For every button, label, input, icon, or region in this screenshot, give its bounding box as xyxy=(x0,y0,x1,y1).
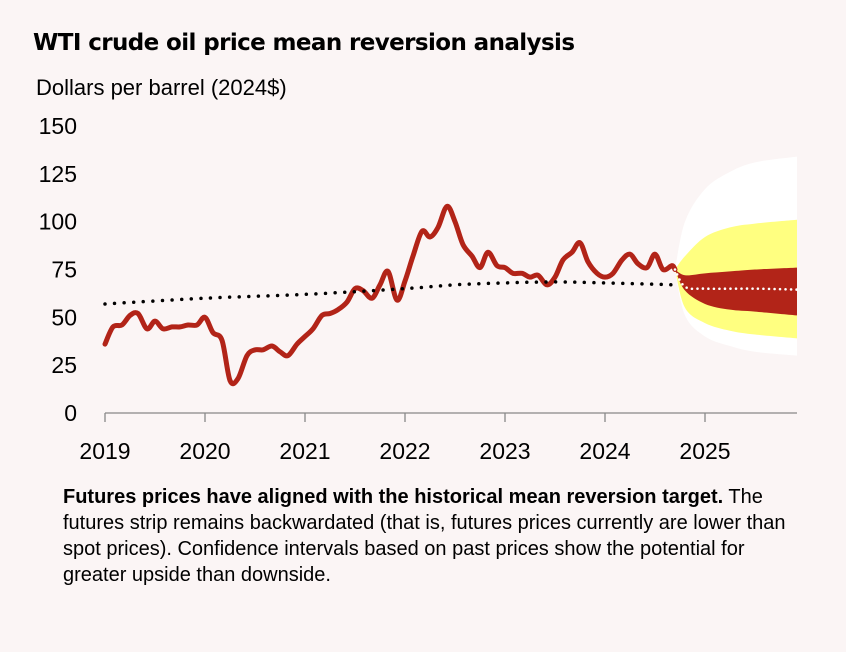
y-tick-label: 125 xyxy=(39,161,77,187)
caption-text: The futures strip remains backwardated (… xyxy=(63,486,786,586)
inner-confidence-band xyxy=(675,267,797,316)
chart-title: WTI crude oil price mean reversion analy… xyxy=(33,30,575,56)
y-tick-label: 150 xyxy=(39,113,77,139)
y-tick-label: 25 xyxy=(51,352,77,378)
caption-bold: Futures prices have aligned with the his… xyxy=(63,486,724,508)
y-tick-label: 0 xyxy=(64,400,77,426)
y-tick-label: 75 xyxy=(51,257,77,283)
x-tick-label: 2024 xyxy=(579,438,630,464)
x-tick-label: 2025 xyxy=(679,438,730,464)
y-tick-label: 50 xyxy=(51,304,77,330)
y-axis-ticks: 0 25 50 75 100 125 150 xyxy=(39,113,77,426)
x-tick-label: 2020 xyxy=(179,438,230,464)
x-tick-label: 2019 xyxy=(79,438,130,464)
y-tick-label: 100 xyxy=(39,209,77,235)
x-axis xyxy=(104,412,797,422)
wti-price-line xyxy=(102,203,678,387)
y-axis-unit-label: Dollars per barrel (2024$) xyxy=(36,75,287,100)
mean-reversion-line xyxy=(103,280,677,306)
series-lines xyxy=(102,203,799,387)
x-axis-tick-labels: 2019 2020 2021 2022 2023 2024 2025 xyxy=(79,438,730,464)
confidence-bands xyxy=(675,156,797,356)
x-tick-label: 2021 xyxy=(279,438,330,464)
futures-strip-line xyxy=(673,268,799,291)
chart-caption: Futures prices have aligned with the his… xyxy=(63,484,803,588)
x-tick-label: 2022 xyxy=(379,438,430,464)
x-tick-label: 2023 xyxy=(479,438,530,464)
